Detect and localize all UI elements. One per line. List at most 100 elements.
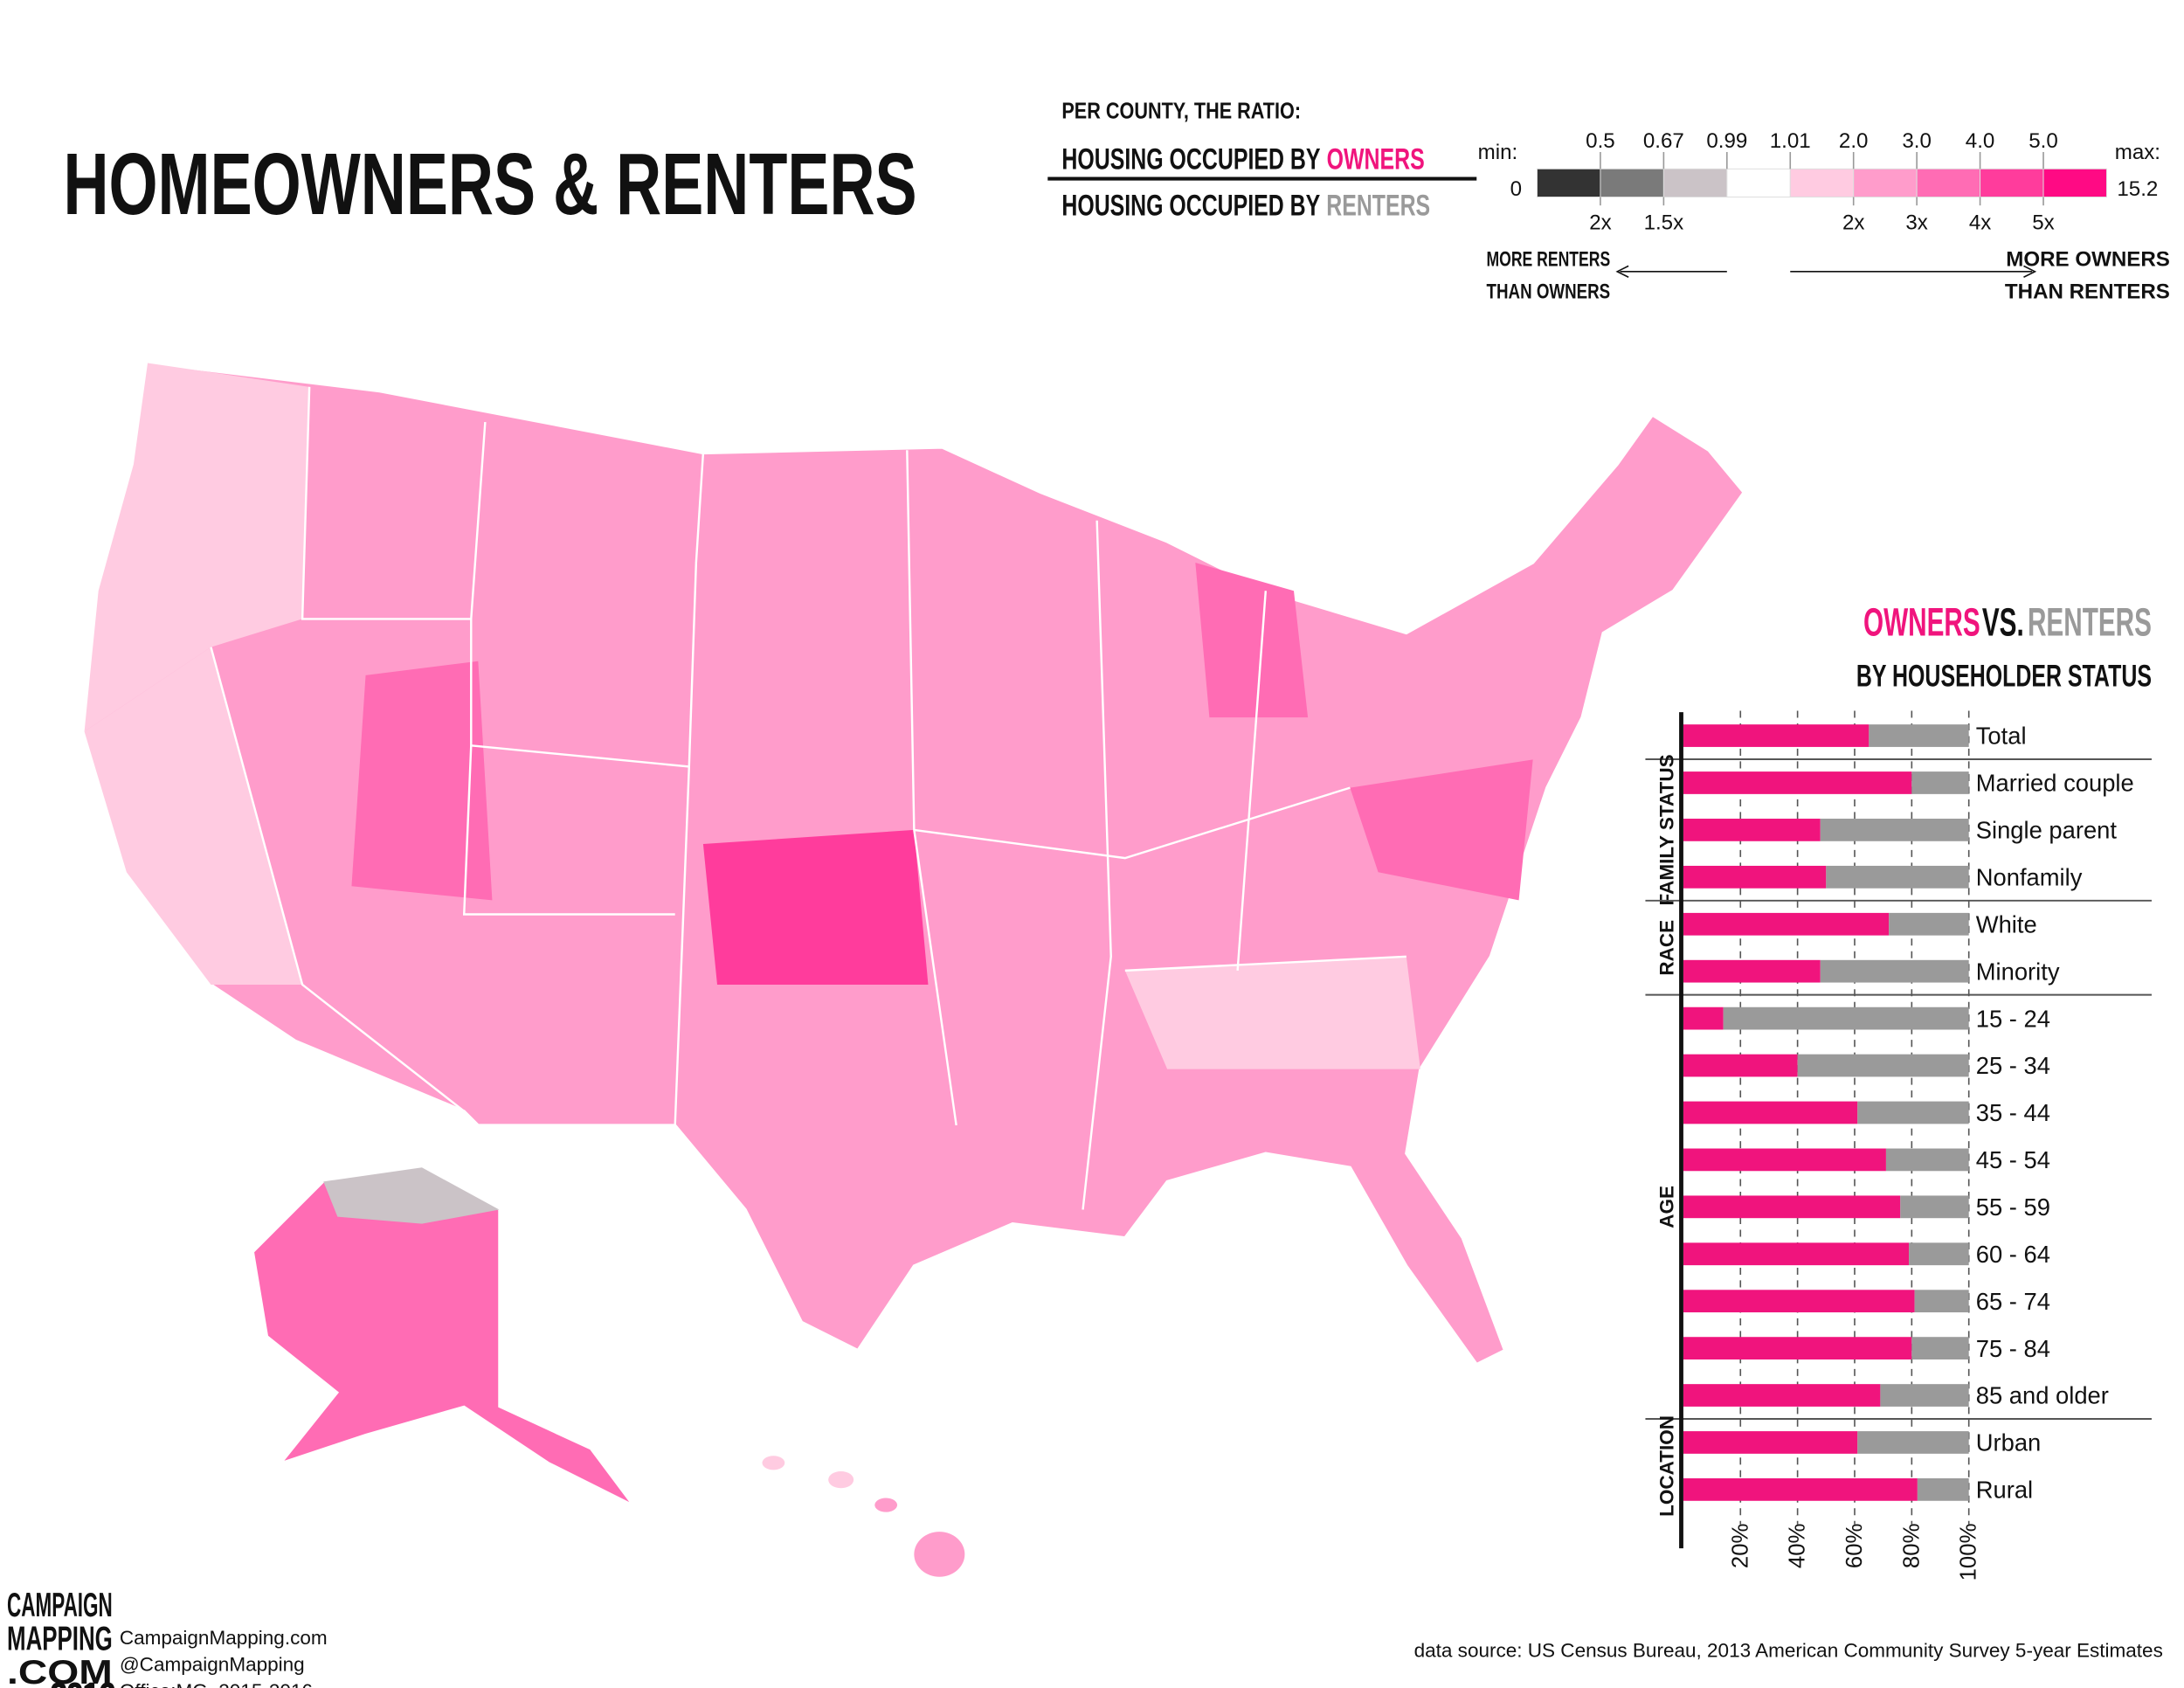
legend-break-label: 5.0 (2028, 129, 2058, 153)
x-tick-label: 60% (1842, 1524, 1867, 1569)
map-region (702, 829, 929, 985)
map-shape (914, 1532, 965, 1577)
bar-segment (1820, 819, 1969, 841)
bar-segment (1683, 1384, 1881, 1407)
legend-swatch (1662, 168, 1728, 197)
ratio-key: OWNERS (1327, 142, 1425, 176)
ratio-key: RENTERS (1326, 189, 1430, 222)
legend-max-value: 15.2 (2117, 177, 2158, 201)
credit-line: @CampaignMapping (120, 1654, 305, 1676)
chart-title: OWNERSVS.RENTERS (1863, 600, 2152, 645)
bar-segment (1683, 1054, 1798, 1077)
category-label: 85 and older (1976, 1382, 2109, 1409)
legend-break-label: 0.5 (1586, 129, 1615, 153)
map-region (84, 363, 310, 732)
bar-segment (1820, 959, 1969, 983)
group-label: AGE (1656, 1186, 1678, 1228)
map-shape (828, 1470, 854, 1489)
category-label: 25 - 34 (1976, 1052, 2050, 1079)
legend-swatch (1537, 168, 1601, 197)
map-shape (762, 1456, 785, 1470)
group-label: RACE (1656, 920, 1678, 976)
bar-segment (1914, 1290, 1969, 1313)
legend-note: THAN RENTERS (2005, 280, 2170, 303)
legend-swatch (2042, 168, 2107, 197)
legend-note: MORE OWNERS (2006, 247, 2170, 271)
bar-segment (1683, 1337, 1912, 1359)
logo-text: CAMPAIGN (7, 1587, 113, 1624)
category-label: Nonfamily (1976, 863, 2083, 890)
ratio-prefix: HOUSING OCCUPIED BY (1061, 142, 1320, 176)
bar-segment (1911, 771, 1969, 794)
multiple-label: 2x (1842, 211, 1864, 235)
legend-note: THAN OWNERS (1487, 280, 1611, 303)
category-label: Single parent (1976, 817, 2118, 844)
bar-segment (1900, 1195, 1969, 1219)
bar-segment (1683, 1195, 1901, 1219)
credit-line: Office:MG, 2015-2016 (120, 1680, 313, 1688)
max-label: max: (2115, 141, 2160, 164)
legend-entry: RENTERS (2028, 600, 2152, 645)
title-connector: VS. (1982, 600, 2024, 645)
map-region (1195, 563, 1309, 718)
bar-segment (1683, 912, 1890, 936)
legend-swatch (1853, 168, 1918, 197)
x-tick-label: 20% (1728, 1524, 1752, 1569)
legend-break-label: 0.99 (1706, 129, 1747, 153)
map-region (1124, 956, 1420, 1069)
ratio-prefix: HOUSING OCCUPIED BY (1061, 189, 1320, 222)
category-label: White (1976, 910, 2037, 937)
category-label: 65 - 74 (1976, 1288, 2050, 1315)
bar-segment (1880, 1384, 1969, 1407)
state-borders (210, 386, 1406, 1210)
x-tick-label: 40% (1786, 1524, 1810, 1569)
data-source: data source: US Census Bureau, 2013 Amer… (1414, 1639, 2163, 1661)
legend-break-label: 3.0 (1902, 129, 1932, 153)
category-label: 35 - 44 (1976, 1099, 2050, 1126)
logo-text: MAPPING (7, 1620, 113, 1657)
legend-min-value: 0 (1510, 177, 1522, 201)
map-region (351, 661, 493, 901)
map-shape (252, 1166, 634, 1506)
bar-segment (1917, 1478, 1969, 1501)
legend-swatch (1600, 168, 1664, 197)
multiple-label: 4x (1969, 211, 1991, 235)
bar-segment (1857, 1101, 1969, 1124)
bar-segment (1683, 865, 1827, 889)
min-label: min: (1478, 141, 1518, 164)
chart-subtitle: BY HOUSEHOLDER STATUS (1856, 659, 2152, 694)
legend-swatch (1789, 168, 1855, 197)
category-label: Total (1976, 723, 2027, 750)
bar-segment (1683, 959, 1821, 983)
legend-swatch (1916, 168, 1981, 197)
category-label: 55 - 59 (1976, 1193, 2050, 1221)
bar-segment (1723, 1007, 1969, 1030)
legend-break-label: 1.01 (1770, 129, 1811, 153)
category-label: 15 - 24 (1976, 1005, 2050, 1032)
bar-segment (1889, 912, 1969, 936)
multiple-label: 3x (1905, 211, 1927, 235)
group-label: LOCATION (1656, 1415, 1678, 1517)
bar-chart: OWNERSVS.RENTERS BY HOUSEHOLDER STATUS Tot… (1645, 600, 2152, 1581)
category-label: Minority (1976, 958, 2060, 985)
group-label: FAMILY STATUS (1656, 754, 1678, 905)
bar-segment (1683, 1242, 1910, 1266)
x-tick-label: 80% (1899, 1524, 1924, 1569)
category-label: 75 - 84 (1976, 1335, 2050, 1362)
bar-segment (1683, 1007, 1724, 1030)
category-label: 60 - 64 (1976, 1241, 2050, 1268)
bar-segment (1869, 724, 1969, 747)
multiple-label: 2x (1589, 211, 1611, 235)
bar-segment (1683, 1478, 1918, 1501)
legend-swatch (1726, 168, 1791, 197)
bar-segment (1797, 1054, 1969, 1077)
logo-text: .COM (7, 1654, 113, 1688)
legend-break-label: 2.0 (1839, 129, 1869, 153)
bar-segment (1911, 1337, 1969, 1359)
x-tick-label: 100% (1957, 1524, 1981, 1581)
logo-year: 2016 (51, 1677, 115, 1688)
legend-break-label: 0.67 (1643, 129, 1684, 153)
ratio-numerator: HOUSING OCCUPIED BYOWNERS (1061, 142, 1424, 176)
map-region (84, 647, 303, 985)
